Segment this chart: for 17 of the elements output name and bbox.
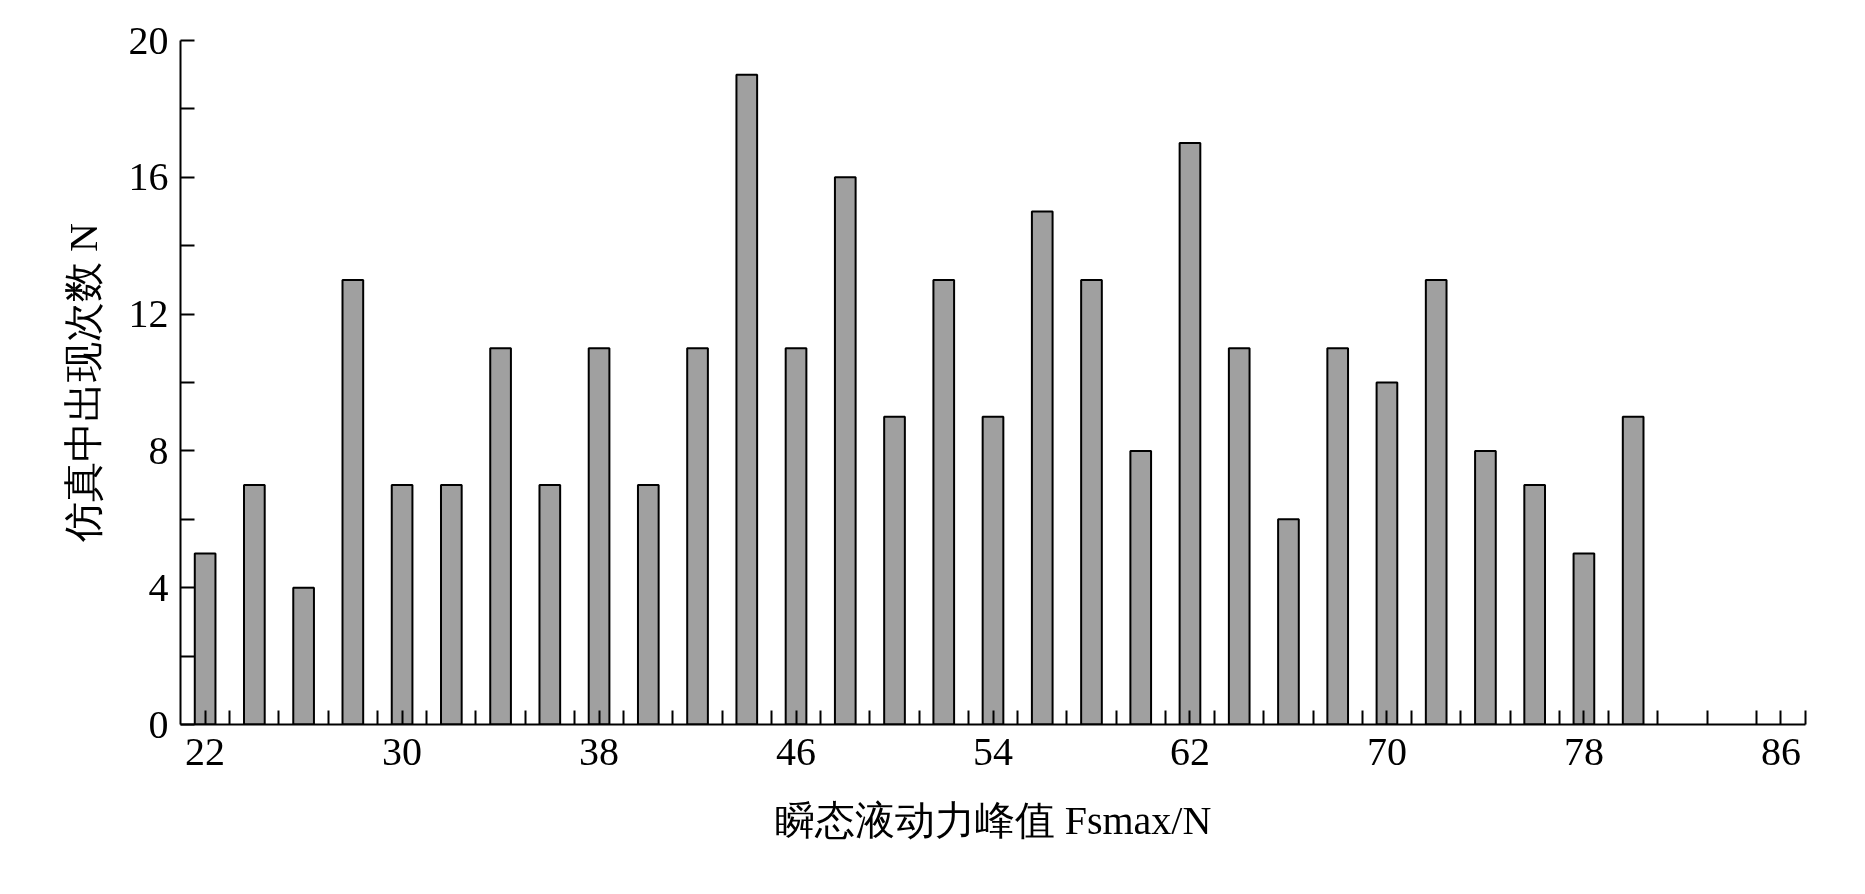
x-tick-label: 86: [1760, 728, 1801, 774]
x-tick-label: 46: [776, 728, 817, 774]
x-tick-label: 62: [1169, 728, 1210, 774]
y-tick-label: 16: [128, 154, 169, 200]
y-axis-title: 仿真中出现次数 N: [60, 223, 106, 543]
x-tick-label: 54: [973, 728, 1013, 774]
x-tick-label: 70: [1366, 728, 1407, 774]
x-tick-label: 22: [185, 728, 226, 774]
x-axis-title: 瞬态液动力峰值 Fsmax/N: [774, 797, 1212, 843]
x-tick-label: 78: [1563, 728, 1604, 774]
y-tick-label: 8: [148, 427, 169, 473]
y-tick-label: 0: [148, 701, 169, 747]
y-tick-label: 20: [128, 17, 169, 63]
y-tick-label: 4: [148, 564, 169, 610]
x-tick-label: 30: [382, 728, 423, 774]
x-tick-label: 38: [579, 728, 620, 774]
y-tick-label: 12: [128, 291, 169, 337]
